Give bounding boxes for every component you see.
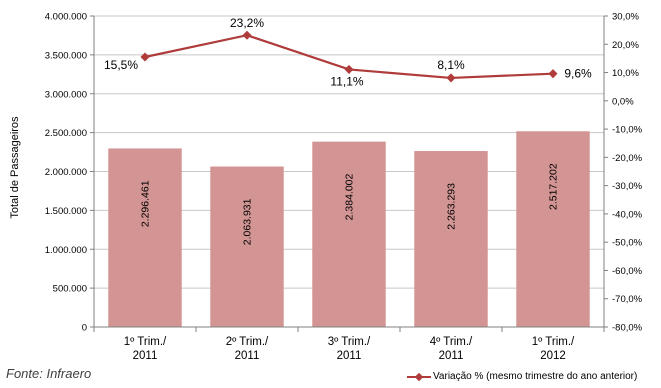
y2-tick-label: -10,0% [612,125,643,136]
line-point [446,73,456,83]
bar [312,141,386,327]
y-tick-label: 3.000.000 [45,89,87,100]
y-tick-label: 2.500.000 [45,128,87,139]
y-tick-label: 1.000.000 [45,245,87,256]
x-tick-label: 1º Trim./ [532,336,575,348]
y-tick-label: 0 [82,323,87,334]
y-tick-label: 3.500.000 [45,50,87,61]
y2-tick-label: -80,0% [612,323,643,334]
x-tick-label: 2011 [337,350,362,362]
line-point [242,30,252,40]
x-tick-label: 3º Trim./ [328,336,371,348]
x-tick-label: 2012 [540,350,566,362]
x-tick-label: 2011 [439,350,464,362]
x-tick-label: 4º Trim./ [430,336,473,348]
bar [414,151,488,327]
x-tick-label: 2º Trim./ [226,336,269,348]
y-tick-label: 4.000.000 [45,12,87,23]
y-tick-label: 2.000.000 [45,167,87,178]
y2-tick-label: -70,0% [612,294,643,305]
y-axis-title: Total de Passageiros [9,116,21,219]
legend-label: Variação % (mesmo trimestre do ano anter… [433,371,638,382]
legend: Variação % (mesmo trimestre do ano anter… [407,371,637,382]
y2-tick-label: -20,0% [612,153,643,164]
x-tick-label: 1º Trim./ [124,336,167,348]
line-data-label: 23,2% [230,16,264,30]
y-tick-label: 1.500.000 [45,206,87,217]
y2-tick-label: 0,0% [612,96,634,107]
line-point [140,52,150,62]
x-tick-label: 2011 [133,350,158,362]
x-tick-label: 2011 [235,350,260,362]
chart: 0 500.000 1.000.000 1.500.000 2.000.000 2.500… [9,12,643,363]
bar-data-label: 2.063.931 [242,198,254,245]
legend-line-marker-icon [407,372,431,381]
y2-tick-label: -40,0% [612,209,643,220]
line-point [344,64,354,74]
line-data-label: 8,1% [437,58,465,72]
bar [210,166,284,327]
bar-data-label: 2.384.002 [344,173,356,220]
line-data-label: 11,1% [330,74,363,88]
y2-tick-label: 30,0% [612,12,639,23]
line-data-label: 9,6% [564,67,592,81]
y2-tick-label: -30,0% [612,181,643,192]
bar [516,131,590,327]
bar-data-label: 2.517.202 [548,163,560,210]
line-data-label: 15,5% [104,58,138,72]
bar-data-label: 2.263.293 [446,183,458,230]
bar-data-label: 2.296.461 [140,180,152,227]
y2-tick-label: -60,0% [612,266,643,277]
y2-tick-label: 20,0% [612,40,639,51]
y2-tick-label: -50,0% [612,238,643,249]
line-point [548,69,558,79]
bar [108,148,182,327]
source-note: Fonte: Infraero [6,366,92,381]
y-tick-label: 500.000 [53,284,87,295]
y2-tick-label: 10,0% [612,68,639,79]
